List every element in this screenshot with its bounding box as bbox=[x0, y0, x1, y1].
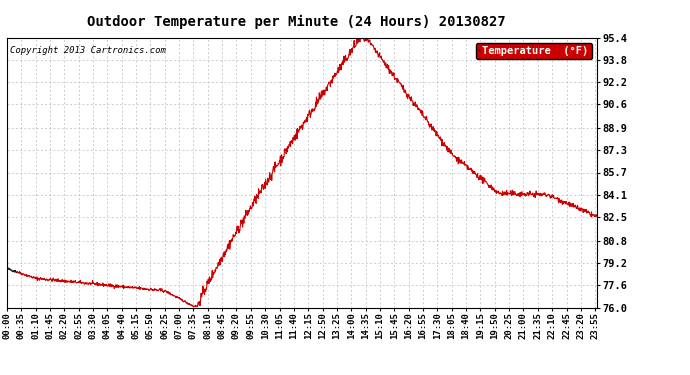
Text: Copyright 2013 Cartronics.com: Copyright 2013 Cartronics.com bbox=[10, 46, 166, 55]
Legend: Temperature  (°F): Temperature (°F) bbox=[476, 43, 591, 59]
Text: Outdoor Temperature per Minute (24 Hours) 20130827: Outdoor Temperature per Minute (24 Hours… bbox=[88, 15, 506, 29]
